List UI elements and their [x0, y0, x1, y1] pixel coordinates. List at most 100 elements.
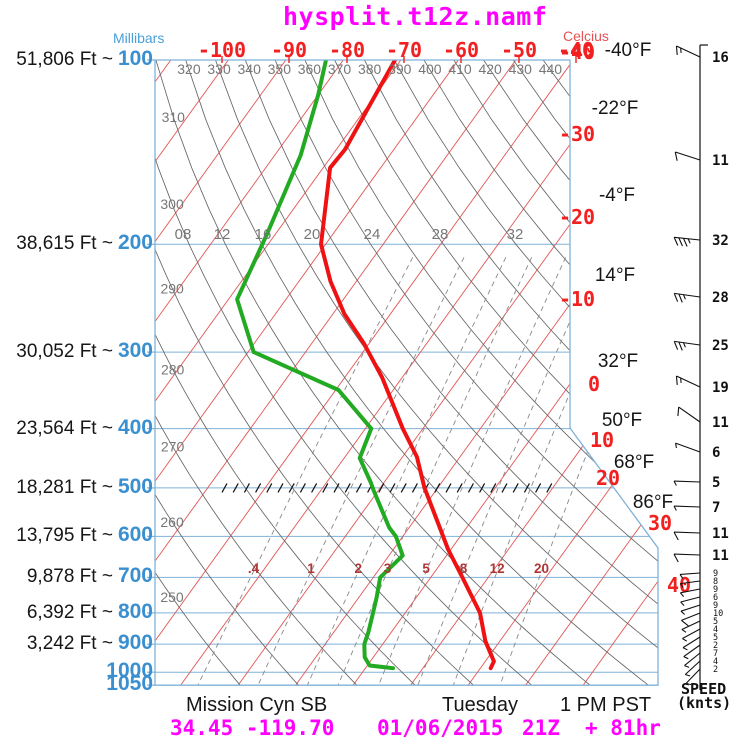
dry-adiabat-line: [483, 60, 658, 686]
theta-label-left: 290: [160, 280, 184, 296]
wind-barb: 4: [682, 625, 718, 642]
hatch-tick: [479, 483, 486, 493]
wind-barb: 7: [673, 500, 720, 516]
altitude-feet-label: 18,281 Ft ~: [16, 476, 113, 498]
hatch-tick: [400, 483, 407, 493]
hatch-tick: [277, 483, 284, 493]
pressure-altitude-tick: 23,564 Ft ~400: [16, 415, 153, 439]
forecast-date: 01/06/2015: [377, 716, 504, 740]
wind-barb: 2: [685, 665, 718, 686]
hatch-tick: [311, 483, 318, 493]
isotherm-line: [155, 60, 574, 686]
hatch-tick: [344, 483, 351, 493]
dry-adiabat-line: [304, 60, 658, 686]
theta-label-top: 330: [207, 61, 231, 77]
hatch-tick: [512, 483, 519, 493]
hatch-tick: [288, 483, 295, 493]
pressure-mb-label: 600: [117, 523, 153, 547]
pressure-mb-label: 400: [117, 415, 153, 439]
pressure-altitude-tick: 13,795 Ft ~600: [16, 523, 153, 547]
wind-barb: 9: [679, 585, 718, 597]
altitude-feet-label: 51,806 Ft ~: [16, 48, 113, 70]
theta-label-left: 270: [161, 439, 185, 455]
wind-speed-value: 7: [712, 500, 720, 516]
dry-adiabat-line: [215, 60, 658, 686]
wind-barb: 5: [681, 617, 718, 633]
wind-speed-value: 9: [713, 601, 718, 611]
right-celsius-tick: 40: [667, 573, 691, 597]
theta-label-left: 300: [160, 196, 184, 212]
upper-row-label: 12: [214, 226, 231, 243]
wind-speed-value: 10: [713, 609, 723, 619]
isotherm-line: [155, 60, 344, 686]
dry-adiabat-line: [155, 60, 241, 686]
wind-speed-value: 5: [713, 633, 718, 643]
dry-adiabat-line: [155, 60, 416, 686]
wind-speed-value: 28: [712, 290, 729, 306]
wind-barb: 9: [680, 601, 718, 615]
dry-adiabat-line: [155, 60, 591, 686]
hatch-tick: [434, 483, 441, 493]
hatch-tick: [445, 483, 452, 493]
hatch-tick: [221, 483, 228, 493]
right-celsius-tick: -10: [559, 287, 595, 311]
hatch-tick: [266, 483, 273, 493]
theta-label-top: 380: [358, 61, 382, 77]
pressure-mb-label: 200: [117, 231, 153, 255]
isotherm-line: [155, 60, 172, 686]
upper-row-label: 32: [507, 226, 524, 243]
wind-barb: 11: [673, 526, 729, 542]
plot-area: [155, 60, 658, 686]
pressure-mb-label: 900: [117, 630, 153, 654]
mixing-ratio-label: 2: [354, 561, 362, 576]
mixing-ratio-line: [378, 257, 567, 686]
forecast-day: Tuesday: [442, 694, 518, 716]
celsius-axis-label: Celcius: [563, 28, 609, 44]
pressure-altitude-tick: 1050: [101, 672, 153, 696]
wind-speed-value: 19: [712, 380, 729, 396]
upper-row-label: 28: [432, 226, 449, 243]
theta-label-top: 410: [448, 61, 472, 77]
theta-label-left: 310: [162, 109, 186, 125]
theta-label-top: 390: [388, 61, 412, 77]
hatch-tick: [535, 483, 542, 493]
altitude-feet-label: 6,392 Ft ~: [26, 601, 113, 623]
altitude-feet-label: 3,242 Ft ~: [26, 632, 113, 654]
pressure-altitude-tick: 9,878 Ft ~700: [27, 564, 153, 588]
pressure-altitude-tick: 38,615 Ft ~200: [16, 231, 153, 255]
pressure-mb-label: 300: [117, 338, 153, 362]
station-name: Mission Cyn SB: [186, 694, 328, 716]
hatch-tick: [299, 483, 306, 493]
fahrenheit-tick: 14°F: [595, 265, 635, 286]
wind-speed-value: 11: [712, 415, 729, 431]
theta-label-top: 320: [177, 61, 201, 77]
mixing-ratio-label: 12: [490, 561, 505, 576]
wind-speed-value: 2: [713, 665, 718, 675]
theta-label-top: 430: [509, 61, 533, 77]
theta-label-top: 350: [268, 61, 292, 77]
wind-speed-value: 6: [712, 445, 720, 461]
hatch-tick: [355, 483, 362, 493]
hatch-tick: [456, 483, 463, 493]
upper-row-label: 20: [304, 226, 321, 243]
altitude-feet-label: 9,878 Ft ~: [26, 566, 113, 588]
wind-barb: 32: [673, 233, 729, 249]
wind-barb: 8: [679, 577, 718, 588]
fahrenheit-tick: 32°F: [598, 351, 638, 372]
altitude-feet-label: 13,795 Ft ~: [16, 525, 113, 547]
wind-barb: 9: [679, 569, 718, 579]
fahrenheit-tick: 68°F: [614, 452, 654, 473]
hatch-tick: [322, 483, 329, 493]
theta-label-left: 280: [161, 361, 185, 377]
dry-adiabat-line: [334, 60, 658, 686]
wind-barb: 7: [684, 649, 718, 668]
hatch-tick: [243, 483, 250, 493]
wind-speed-value: 8: [713, 577, 718, 587]
wind-barb: 4: [684, 657, 718, 677]
right-celsius-tick: 20: [596, 466, 620, 490]
millibars-axis-label: Millibars: [113, 30, 165, 46]
mixing-ratio-line: [417, 257, 599, 686]
hatch-tick: [255, 483, 262, 493]
